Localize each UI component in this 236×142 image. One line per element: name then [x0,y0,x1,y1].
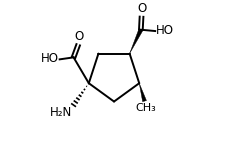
Text: O: O [137,2,146,15]
Text: H₂N: H₂N [50,106,72,119]
Text: HO: HO [156,24,174,37]
Text: O: O [74,30,84,43]
Text: HO: HO [41,52,59,65]
Text: CH₃: CH₃ [135,103,156,113]
Polygon shape [139,83,147,102]
Polygon shape [130,29,143,54]
